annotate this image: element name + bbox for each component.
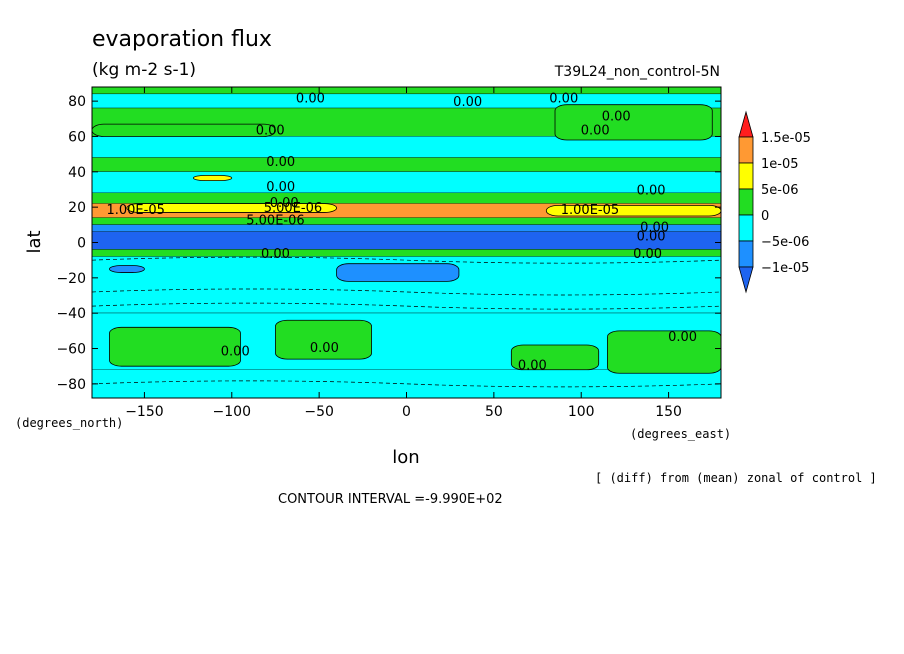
- contour-label-19: 0.00: [310, 341, 339, 356]
- contour-label-18: 0.00: [221, 344, 250, 359]
- contour-label-16: 0.00: [261, 247, 290, 262]
- legend-arrow-bottom: [738, 266, 754, 294]
- dashed-contour-0: [92, 256, 721, 264]
- contour-patch-9: [607, 330, 721, 374]
- contour-band-3: [92, 136, 721, 158]
- contour-label-17: 0.00: [633, 247, 662, 262]
- legend-swatch-1: [738, 162, 754, 190]
- x-tick-label-5: 100: [568, 404, 595, 420]
- y-tick-label-6: −40: [56, 306, 86, 322]
- y-axis-label: lat: [24, 230, 45, 253]
- y-tick-label-2: 40: [68, 165, 86, 181]
- color-legend: 1.5e-05 1e-05 5e-06 0 −5e-06 −1e-05: [738, 110, 811, 294]
- y-tick-label-0: 80: [68, 94, 86, 110]
- legend-label-1: 1e-05: [761, 157, 799, 172]
- legend-arrow-top: [738, 110, 754, 138]
- contour-patch-4: [109, 265, 145, 273]
- x-tick-label-6: 150: [655, 404, 682, 420]
- contour-label-14: 0.00: [640, 221, 669, 236]
- contour-interval: CONTOUR INTERVAL =-9.990E+02: [278, 492, 503, 507]
- contour-patch-7: [275, 319, 372, 360]
- legend-label-2: 5e-06: [761, 183, 799, 198]
- contour-label-11: 1.00E-05: [561, 203, 619, 218]
- x-tick-label-4: 50: [485, 404, 503, 420]
- x-tick-label-0: −150: [125, 404, 163, 420]
- contour-label-2: 0.00: [549, 92, 578, 107]
- contour-band-8: [92, 217, 721, 225]
- contour-band-10: [92, 231, 721, 250]
- dashed-contour-3: [92, 380, 721, 388]
- contour-fill-bands: [92, 87, 721, 398]
- contour-patch-2: [126, 203, 338, 213]
- contour-label-10: 1.00E-05: [106, 203, 164, 218]
- chart-title: evaporation flux: [92, 27, 272, 52]
- contour-fill-patches: [92, 104, 721, 374]
- y-tick-label-1: 60: [68, 129, 86, 145]
- contour-band-4: [92, 157, 721, 172]
- legend-swatch-0: [738, 136, 754, 164]
- y-tick-label-3: 20: [68, 200, 86, 216]
- y-tick-label-4: 0: [77, 236, 86, 252]
- contour-band-9: [92, 224, 721, 232]
- x-tick-label-2: −50: [304, 404, 334, 420]
- x-tick-label-1: −100: [213, 404, 251, 420]
- diff-note: [ (diff) from (mean) zonal of control ]: [595, 471, 877, 485]
- contour-label-9: 0.00: [637, 183, 666, 198]
- contour-label-13: 5.00E-06: [246, 214, 304, 229]
- y-tick-label-5: −20: [56, 271, 86, 287]
- x-tick-label-3: 0: [402, 404, 411, 420]
- legend-label-0: 1.5e-05: [761, 131, 811, 146]
- contour-label-8: 0.00: [270, 196, 299, 211]
- contour-label-0: 0.00: [296, 92, 325, 107]
- plot-area: 0.00 0.00 0.000.000.000.000.000.000.000.00…: [91, 86, 722, 399]
- dashed-contour-1: [92, 288, 721, 296]
- legend-label-5: −1e-05: [761, 261, 809, 276]
- contour-labels: 0.00 0.00 0.000.000.000.000.000.000.000.00…: [106, 92, 697, 374]
- contour-label-20: 0.00: [518, 358, 547, 373]
- contour-label-15: 0.00: [637, 229, 666, 244]
- contour-label-12: 5.00E-06: [264, 201, 322, 216]
- run-label: T39L24_non_control-5N: [554, 64, 720, 80]
- contour-patch-10: [554, 104, 713, 141]
- x-axis-ticks: −150 −100 −50 0 50 100 150: [125, 87, 682, 420]
- y-tick-label-7: −60: [56, 342, 86, 358]
- contour-label-4: 0.00: [581, 123, 610, 138]
- contour-label-5: 0.00: [256, 123, 285, 138]
- dashed-contour-2: [92, 302, 721, 310]
- y-axis-ticks: 80 60 40 20 0 −20 −40 −60 −80: [56, 94, 721, 393]
- contour-patch-6: [109, 326, 241, 367]
- legend-swatch-2: [738, 188, 754, 216]
- x-units-label: (degrees_east): [630, 427, 731, 441]
- contour-band-11: [92, 249, 721, 257]
- contour-patch-1: [192, 174, 233, 182]
- contour-band-5: [92, 171, 721, 194]
- y-units-label: (degrees_north): [15, 416, 123, 430]
- contour-label-6: 0.00: [266, 155, 295, 170]
- contour-label-3: 0.00: [602, 109, 631, 124]
- legend-swatch-4: [738, 240, 754, 268]
- contour-label-1: 0.00: [453, 95, 482, 110]
- chart-units: (kg m-2 s-1): [92, 60, 196, 80]
- legend-label-3: 0: [761, 209, 769, 224]
- legend-label-4: −5e-06: [761, 235, 809, 250]
- contour-label-21: 0.00: [668, 330, 697, 345]
- contour-label-7: 0.00: [266, 180, 295, 195]
- contour-patch-5: [336, 263, 460, 282]
- x-axis-label: lon: [392, 447, 419, 468]
- y-tick-label-8: −80: [56, 377, 86, 393]
- contour-patch-0: [92, 123, 276, 137]
- legend-swatch-3: [738, 214, 754, 242]
- contour-patch-8: [510, 344, 600, 371]
- contour-band-6: [92, 193, 721, 204]
- contour-patch-3: [545, 204, 721, 217]
